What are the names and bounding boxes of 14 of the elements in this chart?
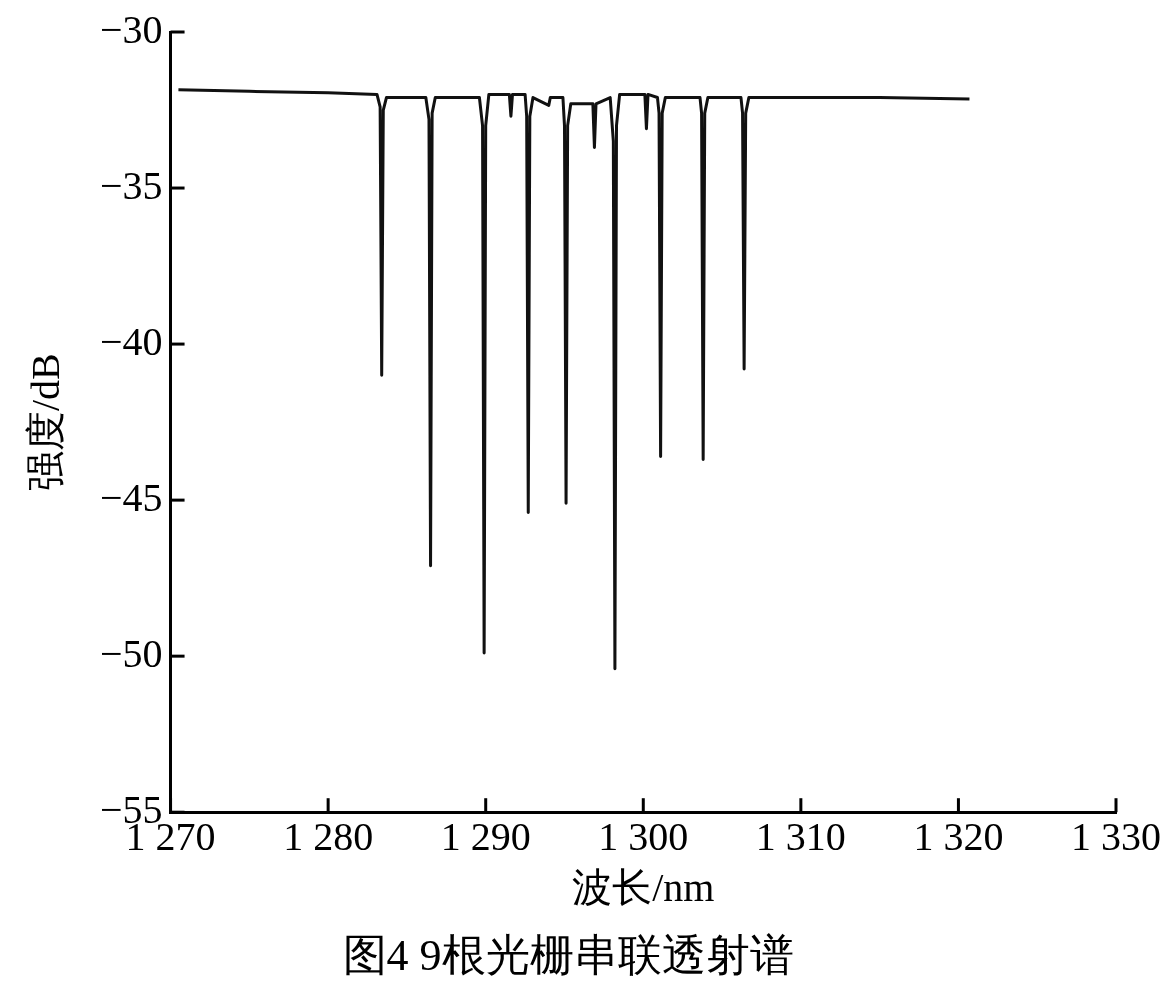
y-tick-label: −45: [100, 474, 163, 520]
y-tick-label: −40: [100, 318, 163, 364]
y-tick-label: −35: [100, 162, 163, 208]
x-tick-label: 1 330: [1071, 813, 1161, 859]
text: 图4 9根光栅串联透射谱: [342, 931, 794, 981]
x-tick-label: 1 300: [598, 813, 689, 859]
y-tick-label: −50: [100, 630, 163, 676]
x-axis-title: 波长/nm: [572, 864, 715, 910]
y-axis-title: 强度/dB: [22, 353, 68, 491]
x-tick-label: 1 310: [755, 813, 846, 859]
y-tick-label: −30: [100, 6, 163, 52]
x-tick-label: 1 320: [913, 813, 1004, 859]
x-tick-label: 1 290: [440, 813, 531, 859]
x-tick-label: 1 280: [283, 813, 374, 859]
